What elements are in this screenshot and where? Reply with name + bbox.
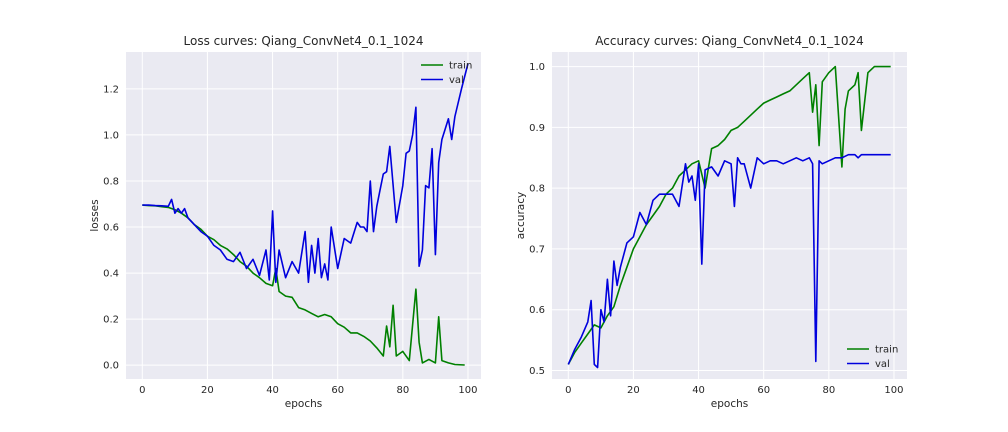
accuracy-x-tick-label: 40 — [692, 385, 705, 396]
accuracy-y-tick-label: 0.9 — [529, 123, 545, 134]
loss-y-tick-label: 1.2 — [103, 84, 119, 95]
accuracy-gridlines — [552, 52, 907, 379]
loss-legend-label-train: train — [449, 61, 472, 72]
accuracy-x-tick-label: 60 — [757, 385, 770, 396]
loss-x-tick-label: 0 — [139, 385, 145, 396]
accuracy-y-tick-label: 0.8 — [529, 184, 545, 195]
loss-val-line — [142, 63, 469, 284]
loss-x-tick-label: 20 — [201, 385, 214, 396]
loss-x-tick-label: 60 — [331, 385, 344, 396]
loss-y-tick-label: 0.4 — [103, 269, 119, 280]
accuracy-x-tick-label: 20 — [627, 385, 640, 396]
accuracy-val-line — [567, 153, 891, 369]
loss-x-tick-label: 80 — [396, 385, 409, 396]
loss-legend: train val — [421, 61, 472, 86]
accuracy-y-tick-label: 1.0 — [529, 62, 545, 73]
accuracy-y-tick-label: 0.5 — [529, 366, 545, 377]
accuracy-legend: train val — [847, 345, 898, 370]
loss-y-tick-label: 1.0 — [103, 130, 119, 141]
loss-gridlines — [126, 52, 481, 379]
accuracy-y-tick-label: 0.6 — [529, 305, 545, 316]
accuracy-chart: 0 20 40 60 80 100 0.5 0.6 0.7 0.8 0.9 1.0 Accuracy c… — [515, 34, 907, 410]
loss-x-tick-label: 40 — [266, 385, 279, 396]
accuracy-x-tick-label: 80 — [822, 385, 835, 396]
loss-plot-area — [126, 52, 481, 379]
accuracy-y-axis-label: accuracy — [515, 192, 527, 239]
accuracy-x-axis-label: epochs — [711, 398, 748, 410]
loss-x-axis-label: epochs — [285, 398, 322, 410]
accuracy-x-tick-label: 100 — [884, 385, 903, 396]
loss-y-axis-label: losses — [89, 199, 101, 231]
loss-chart: 0 20 40 60 80 100 0.0 0.2 0.4 0.6 0.8 1.0 1.2 Loss cu… — [89, 34, 481, 410]
loss-y-tick-label: 0.2 — [103, 315, 119, 326]
accuracy-y-tick-label: 0.7 — [529, 244, 545, 255]
accuracy-legend-label-val: val — [875, 359, 890, 370]
loss-y-tick-label: 0.8 — [103, 176, 119, 187]
loss-x-tick-label: 100 — [458, 385, 477, 396]
accuracy-chart-title: Accuracy curves: Qiang_ConvNet4_0.1_1024 — [595, 34, 863, 48]
accuracy-plot-area — [552, 52, 907, 379]
accuracy-x-tick-label: 0 — [565, 385, 571, 396]
loss-y-tick-label: 0.6 — [103, 223, 119, 234]
accuracy-legend-label-train: train — [875, 345, 898, 356]
loss-y-tick-label: 0.0 — [103, 361, 119, 372]
loss-chart-title: Loss curves: Qiang_ConvNet4_0.1_1024 — [184, 34, 424, 48]
loss-train-line — [142, 204, 465, 366]
loss-legend-label-val: val — [449, 75, 464, 86]
